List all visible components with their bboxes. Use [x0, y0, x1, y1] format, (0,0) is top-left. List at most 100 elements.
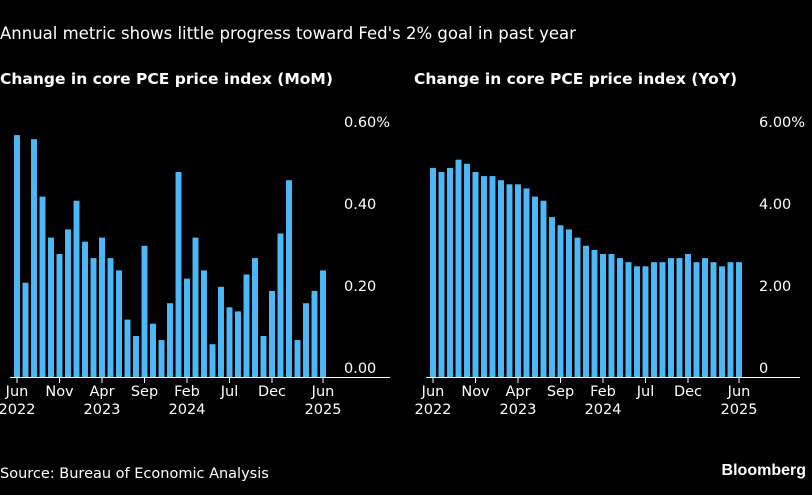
yoy-bar: [583, 245, 589, 377]
yoy-x-tick-year: 2023: [500, 402, 537, 418]
mom-x-tick-year: 2024: [169, 402, 206, 418]
mom-bar: [192, 237, 199, 377]
mom-chart-title: Change in core PCE price index (MoM): [0, 70, 333, 88]
yoy-bar: [438, 172, 445, 377]
yoy-bar: [574, 237, 581, 377]
yoy-bar: [608, 254, 615, 377]
yoy-x-tick-year: 2025: [721, 402, 758, 418]
yoy-bar: [710, 262, 717, 377]
mom-bar: [286, 180, 292, 377]
mom-bar: [150, 323, 156, 377]
yoy-bar: [523, 188, 530, 377]
yoy-chart-title: Change in core PCE price index (YoY): [414, 70, 738, 88]
mom-bar: [141, 245, 148, 377]
yoy-bar: [549, 217, 555, 377]
yoy-x-tick-label: Dec: [674, 384, 702, 400]
yoy-bar: [506, 184, 513, 377]
bloomberg-logo: Bloomberg: [721, 462, 806, 479]
mom-bar: [235, 311, 241, 377]
mom-bar: [65, 229, 71, 377]
mom-x-tick-label: Jun: [311, 384, 335, 400]
mom-bar: [124, 319, 131, 377]
yoy-bar: [455, 159, 462, 377]
yoy-x-tick-label: Nov: [461, 384, 490, 400]
yoy-bar: [702, 258, 708, 377]
mom-x-tick-year: 2023: [84, 402, 121, 418]
mom-bar: [209, 344, 216, 377]
mom-x-tick-year: 2022: [0, 402, 35, 418]
mom-x-tick-label: Apr: [89, 384, 114, 400]
yoy-bar: [617, 258, 623, 377]
mom-bar: [218, 286, 224, 377]
yoy-bar: [540, 200, 547, 377]
yoy-bar-chart: Jun 2022 Nov Apr 2023 Sep Feb 2024 Jul Dec Jun 2025…: [415, 115, 806, 418]
mom-bar: [269, 290, 275, 377]
yoy-bar: [447, 167, 453, 377]
yoy-bar: [642, 266, 649, 377]
mom-bar: [226, 307, 233, 377]
yoy-y-tick-label: 2.00: [759, 279, 791, 295]
mom-x-tick-label: Sep: [131, 384, 158, 400]
yoy-x-tick-label: Apr: [505, 384, 530, 400]
mom-x-tick-label: Nov: [45, 384, 74, 400]
mom-bar-chart: Jun 2022 Nov Apr 2023 Sep Feb 2024 Jul Dec Jun 2025…: [0, 115, 390, 418]
yoy-bar: [489, 176, 496, 377]
yoy-bar: [651, 262, 657, 377]
yoy-bar: [736, 262, 742, 377]
mom-bar: [158, 340, 165, 377]
mom-bar: [99, 237, 105, 377]
yoy-bar: [600, 254, 606, 377]
yoy-bar: [727, 262, 734, 377]
mom-x-tick-label: Jul: [220, 384, 239, 400]
mom-bar: [303, 303, 309, 377]
yoy-bar: [498, 180, 504, 377]
yoy-y-tick-label: 4.00: [759, 197, 791, 213]
yoy-y-tick-label: 6.00%: [759, 115, 805, 131]
yoy-bar: [472, 172, 479, 377]
mom-bar: [107, 258, 114, 377]
mom-x-tick-label: Jun: [5, 384, 29, 400]
yoy-bar: [532, 196, 538, 377]
yoy-bar: [659, 262, 666, 377]
yoy-x-tick-label: Jun: [727, 384, 751, 400]
mom-x-tick-label: Feb: [174, 384, 200, 400]
mom-x-tick-year: 2025: [305, 402, 342, 418]
mom-y-tick-label: 0.20: [344, 279, 376, 295]
yoy-bar: [676, 258, 683, 377]
mom-bar: [116, 270, 122, 377]
yoy-bar: [557, 225, 564, 377]
mom-bar: [48, 237, 54, 377]
mom-bar: [243, 274, 250, 377]
mom-bar: [167, 303, 173, 377]
yoy-bar: [668, 258, 674, 377]
mom-y-tick-label: 0.40: [344, 197, 376, 213]
mom-bar: [252, 258, 258, 377]
yoy-x-tick-label: Sep: [547, 384, 574, 400]
mom-bar: [294, 340, 301, 377]
mom-bar: [260, 336, 267, 377]
yoy-bar: [719, 266, 725, 377]
chart-subtitle: Annual metric shows little progress towa…: [0, 24, 576, 43]
mom-bar: [31, 139, 37, 377]
yoy-bar: [693, 262, 700, 377]
mom-x-tick-label: Dec: [258, 384, 286, 400]
mom-bar: [277, 233, 284, 377]
yoy-bar: [515, 184, 521, 377]
mom-bar: [73, 200, 80, 377]
source-note: Source: Bureau of Economic Analysis: [0, 466, 269, 482]
yoy-x-tick-year: 2022: [415, 402, 452, 418]
mom-y-tick-label: 0.00: [344, 361, 376, 377]
mom-bar: [184, 278, 190, 377]
yoy-y-tick-label: 0: [759, 361, 768, 377]
yoy-bar: [685, 254, 691, 377]
mom-bar: [133, 336, 139, 377]
yoy-x-tick-year: 2024: [585, 402, 622, 418]
mom-bar: [175, 172, 182, 377]
yoy-x-tick-label: Jun: [421, 384, 445, 400]
mom-bar: [90, 258, 97, 377]
yoy-bar: [625, 262, 632, 377]
mom-bar: [39, 196, 46, 377]
yoy-x-tick-label: Jul: [636, 384, 655, 400]
yoy-bar: [591, 249, 598, 377]
mom-bar: [201, 270, 207, 377]
